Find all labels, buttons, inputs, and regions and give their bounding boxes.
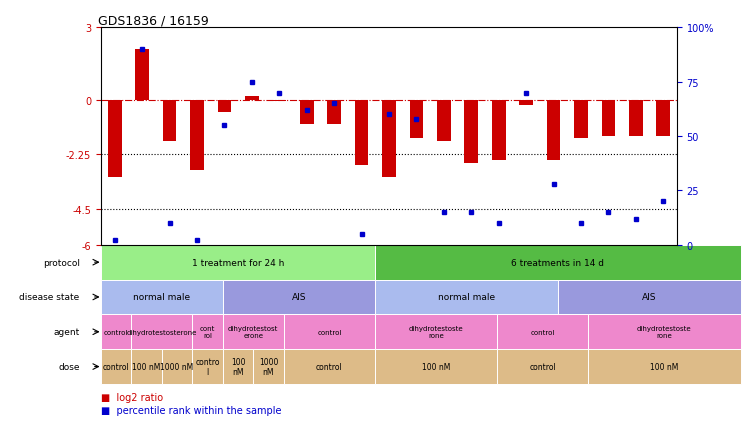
Text: ■  percentile rank within the sample: ■ percentile rank within the sample [101,405,281,415]
Text: 100 nM: 100 nM [650,362,678,371]
Bar [272,101,286,102]
Text: dihydrotestost
erone: dihydrotestost erone [228,326,278,339]
Text: dihydrotestoste
rone: dihydrotestoste rone [637,326,692,339]
Bar [382,101,396,178]
Bar [108,101,121,178]
Text: dihydrotestosterone: dihydrotestosterone [126,329,197,335]
Text: control: control [317,329,342,335]
Text: 6 treatments in 14 d: 6 treatments in 14 d [512,258,604,267]
Bar [192,315,223,349]
Text: control: control [316,362,343,371]
Bar [588,349,741,384]
Bar [101,245,375,280]
Text: 100 nM: 100 nM [422,362,450,371]
Bar [245,97,259,101]
Bar [601,101,615,137]
Bar [355,101,368,166]
Bar [328,101,341,125]
Bar [574,101,588,139]
Text: normal male: normal male [438,293,495,302]
Text: control: control [104,329,129,335]
Text: GDS1836 / 16159: GDS1836 / 16159 [98,14,209,27]
Text: contro
l: contro l [195,357,220,376]
Bar [558,280,741,315]
Text: 100 nM: 100 nM [132,362,161,371]
Text: 1 treatment for 24 h: 1 treatment for 24 h [191,258,284,267]
Text: AIS: AIS [642,293,657,302]
Text: protocol: protocol [43,258,79,267]
Bar [218,101,231,112]
Bar [410,101,423,139]
Text: 1000
nM: 1000 nM [259,357,278,376]
Bar [132,349,162,384]
Bar [101,315,132,349]
Bar [223,280,375,315]
Bar [465,101,478,163]
Bar [657,101,670,137]
Bar [375,349,497,384]
Bar [519,101,533,105]
Bar [375,315,497,349]
Bar [254,349,283,384]
Text: 1000 nM: 1000 nM [161,362,194,371]
Bar [300,101,313,125]
Bar [162,101,177,141]
Text: 100
nM: 100 nM [231,357,245,376]
Text: AIS: AIS [292,293,306,302]
Bar [283,315,375,349]
Bar [492,101,506,161]
Bar [547,101,560,161]
Text: dose: dose [58,362,79,371]
Bar [223,315,283,349]
Bar [283,349,375,384]
Text: normal male: normal male [133,293,191,302]
Bar [162,349,192,384]
Bar [375,280,558,315]
Bar [132,315,192,349]
Bar [375,245,741,280]
Text: control: control [530,329,555,335]
Bar [192,349,223,384]
Text: dihydrotestoste
rone: dihydrotestoste rone [408,326,463,339]
Bar [190,101,203,171]
Text: agent: agent [53,328,79,336]
Bar [101,349,132,384]
Bar [101,280,223,315]
Text: cont
rol: cont rol [200,326,215,339]
Bar [223,349,254,384]
Text: control: control [529,362,556,371]
Text: control: control [102,362,129,371]
Bar [135,50,149,101]
Bar [629,101,643,137]
Bar [588,315,741,349]
Text: ■  log2 ratio: ■ log2 ratio [101,392,163,402]
Bar [497,315,588,349]
Bar [437,101,450,141]
Bar [497,349,588,384]
Text: disease state: disease state [19,293,79,302]
